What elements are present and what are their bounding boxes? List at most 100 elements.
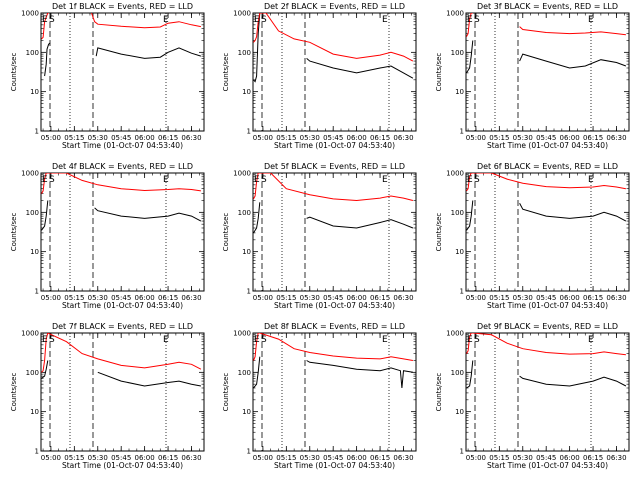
event-marker-label: E (467, 335, 473, 345)
x-tick-label: 05:00 (41, 134, 61, 142)
x-tick-label: 05:15 (489, 134, 509, 142)
x-tick-label: 06:00 (347, 454, 367, 462)
y-tick-label: 10 (242, 88, 251, 96)
x-axis-label: Start Time (01-Oct-07 04:53:40) (274, 301, 395, 310)
x-tick-label: 06:15 (583, 134, 603, 142)
x-tick-label: 05:45 (323, 294, 343, 302)
series-line-red (41, 333, 202, 373)
series-line-black (253, 356, 261, 389)
series-line-red (91, 13, 201, 29)
series-line-black (253, 202, 261, 234)
event-marker-label: E (42, 15, 48, 25)
event-marker-label: E (588, 335, 594, 345)
x-tick-label: 05:45 (111, 454, 131, 462)
y-tick-label: 1 (247, 128, 251, 136)
series-line-red (466, 173, 626, 192)
event-marker-label: S (49, 335, 55, 345)
series-line-black (97, 371, 201, 387)
series-line-black (519, 375, 627, 387)
chart-panel-6: Det 6f BLACK = Events, RED = LLD 1 10 100 10… (435, 162, 630, 310)
x-tick-label: 05:30 (513, 454, 533, 462)
event-marker-label: E (254, 175, 260, 185)
series-line-black (466, 200, 474, 231)
event-marker-label: E (467, 175, 473, 185)
x-axis-label: Start Time (01-Oct-07 04:53:40) (487, 301, 608, 310)
x-tick-label: 05:15 (276, 294, 296, 302)
x-tick-label: 05:45 (323, 134, 343, 142)
y-tick-label: 1000 (21, 170, 39, 178)
x-tick-label: 05:15 (64, 294, 84, 302)
y-axis-label: Counts/sec (222, 373, 230, 412)
series-line-red (466, 333, 626, 356)
x-tick-label: 06:15 (158, 294, 178, 302)
plot-frame (252, 12, 417, 132)
chart-title: Det 5f BLACK = Events, RED = LLD (264, 162, 405, 171)
series-line-black (41, 360, 49, 379)
y-axis-label: Counts/sec (10, 213, 18, 252)
y-axis-label: Counts/sec (435, 373, 443, 412)
y-tick-label: 10 (30, 248, 39, 256)
x-tick-label: 05:15 (276, 454, 296, 462)
series-line-red (466, 13, 473, 37)
y-axis-label: Counts/sec (10, 53, 18, 92)
event-marker-label: S (474, 175, 480, 185)
plot-frame (40, 332, 205, 452)
chart-title: Det 4f BLACK = Events, RED = LLD (52, 162, 193, 171)
event-marker-label: E (382, 15, 388, 25)
event-marker-label: E (163, 335, 169, 345)
y-tick-label: 1 (35, 288, 39, 296)
x-tick-label: 05:00 (253, 294, 273, 302)
event-marker-label: E (588, 15, 594, 25)
chart-title: Det 2f BLACK = Events, RED = LLD (264, 2, 405, 11)
y-tick-label: 1000 (233, 10, 251, 18)
series-line-black (519, 53, 627, 69)
chart-panel-9: Det 9f BLACK = Events, RED = LLD 1 10 100 10… (435, 322, 630, 470)
x-tick-label: 06:30 (181, 134, 201, 142)
y-tick-label: 10 (455, 408, 464, 416)
x-axis-label: Start Time (01-Oct-07 04:53:40) (62, 141, 183, 150)
chart-panel-7: Det 7f BLACK = Events, RED = LLD 1 10 100 10… (10, 322, 205, 470)
chart-panel-8: Det 8f BLACK = Events, RED = LLD 1 10 100 10… (222, 322, 417, 470)
x-tick-label: 06:30 (606, 134, 626, 142)
x-tick-label: 05:30 (300, 134, 320, 142)
y-tick-label: 10 (455, 88, 464, 96)
x-tick-label: 05:15 (489, 454, 509, 462)
y-tick-label: 100 (451, 369, 464, 377)
x-tick-label: 06:00 (135, 454, 155, 462)
series-line-black (94, 207, 202, 222)
event-marker-label: S (261, 175, 267, 185)
event-marker-label: E (163, 175, 169, 185)
y-tick-label: 1 (35, 448, 39, 456)
x-tick-label: 06:30 (181, 294, 201, 302)
event-marker-label: S (474, 15, 480, 25)
y-tick-label: 1 (35, 128, 39, 136)
y-tick-label: 10 (242, 408, 251, 416)
x-tick-label: 05:45 (536, 454, 556, 462)
x-tick-label: 06:30 (606, 294, 626, 302)
x-tick-label: 05:30 (513, 134, 533, 142)
series-line-black (466, 40, 474, 74)
x-tick-label: 05:30 (300, 454, 320, 462)
x-tick-label: 06:00 (560, 294, 580, 302)
x-tick-label: 06:15 (158, 454, 178, 462)
x-tick-label: 06:30 (393, 134, 413, 142)
series-line-black (306, 58, 414, 79)
y-tick-label: 1 (460, 288, 464, 296)
series-line-red (253, 173, 414, 202)
x-tick-label: 06:30 (393, 454, 413, 462)
chart-panel-3: Det 3f BLACK = Events, RED = LLD 1 10 100 10… (435, 2, 630, 150)
chart-title: Det 8f BLACK = Events, RED = LLD (264, 322, 405, 331)
x-tick-label: 06:15 (583, 294, 603, 302)
x-tick-label: 05:15 (489, 294, 509, 302)
event-marker-label: S (474, 335, 480, 345)
x-tick-label: 05:45 (323, 454, 343, 462)
y-tick-label: 1 (460, 128, 464, 136)
event-marker-label: E (588, 175, 594, 185)
series-line-black (306, 216, 414, 229)
series-line-red (253, 333, 413, 361)
x-axis-label: Start Time (01-Oct-07 04:53:40) (274, 461, 395, 470)
y-tick-label: 1000 (446, 170, 464, 178)
x-tick-label: 06:15 (370, 294, 390, 302)
event-marker-label: E (163, 15, 169, 25)
event-marker-label: S (261, 15, 267, 25)
